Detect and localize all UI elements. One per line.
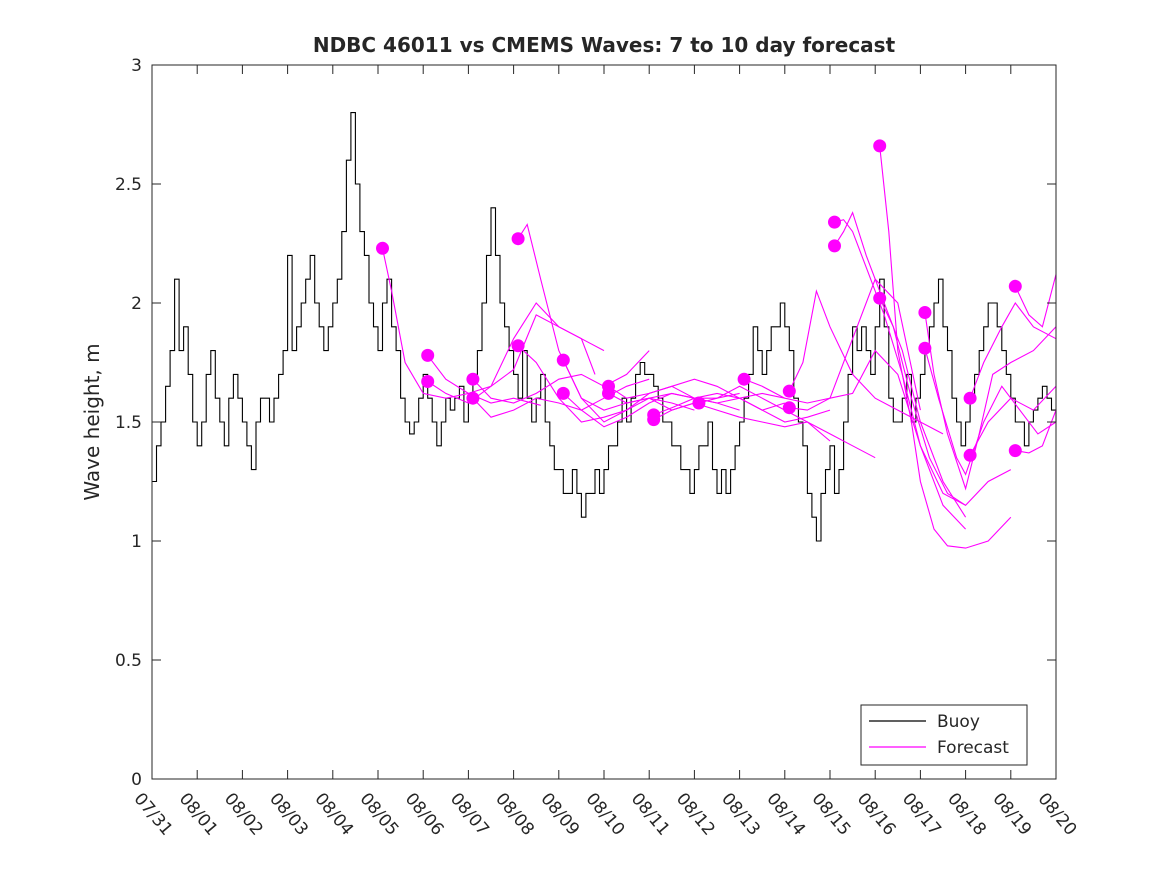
forecast-start-marker [556, 353, 570, 367]
forecast-start-marker [782, 401, 796, 415]
y-tick-label: 1.5 [115, 413, 142, 433]
forecast-series-line-25 [969, 385, 1057, 456]
legend-forecast-label: Forecast [937, 738, 1009, 758]
forecast-series-line-1 [381, 248, 541, 406]
y-tick-label: 0 [131, 770, 142, 790]
forecast-series-line-5 [472, 378, 650, 418]
buoy-series-line [152, 112, 1057, 542]
forecast-start-marker [376, 241, 389, 255]
forecast-start-marker [647, 413, 661, 427]
forecast-start-marker [692, 396, 706, 410]
forecast-start-marker [466, 391, 480, 405]
forecast-start-marker [873, 291, 887, 305]
forecast-start-marker [602, 386, 615, 400]
forecast-start-marker [511, 339, 525, 353]
forecast-start-marker [421, 348, 435, 362]
forecast-series-line-7 [517, 345, 695, 423]
y-axis-label: Wave height, m [80, 343, 104, 500]
forecast-start-marker [737, 372, 751, 386]
forecast-start-marker [1008, 279, 1022, 293]
forecast-series-line-24 [969, 302, 1057, 399]
forecast-start-marker [466, 372, 480, 386]
chart-title: NDBC 46011 vs CMEMS Waves: 7 to 10 day f… [313, 33, 896, 57]
legend-box [860, 704, 1028, 766]
y-tick-label: 2.5 [115, 175, 142, 195]
plot-area [151, 64, 1057, 780]
forecast-start-marker [873, 139, 887, 153]
forecast-start-marker [782, 384, 796, 398]
y-tick-label: 0.5 [115, 651, 142, 671]
forecast-series-line-23 [924, 348, 1057, 476]
forecast-series-line-10 [608, 378, 785, 399]
forecast-start-marker [1008, 444, 1022, 458]
forecast-series-line-19 [834, 211, 967, 518]
forecast-series-line-21 [879, 297, 1012, 507]
y-tick-label: 3 [131, 56, 142, 76]
forecast-start-marker [963, 448, 977, 462]
forecast-start-marker [828, 215, 841, 229]
y-tick-label: 2 [131, 294, 142, 314]
y-tick-label: 1 [131, 532, 142, 552]
forecast-series-line-12 [653, 392, 831, 423]
forecast-series-line-4 [472, 350, 650, 404]
forecast-start-marker [421, 375, 435, 388]
forecast-series-line-18 [834, 219, 966, 530]
forecast-start-marker [556, 386, 570, 400]
forecast-series-line-3 [427, 302, 596, 404]
forecast-start-marker [918, 341, 932, 355]
forecast-series-line-27 [1015, 409, 1057, 454]
forecast-start-marker [963, 391, 977, 405]
legend: Buoy Forecast [860, 704, 1028, 766]
forecast-series-line-20 [879, 145, 1012, 549]
forecast-series-line-6 [517, 223, 695, 411]
forecast-start-marker [511, 232, 525, 246]
forecast-start-marker [918, 306, 932, 319]
legend-buoy-label: Buoy [937, 712, 980, 732]
forecast-start-marker [828, 239, 841, 253]
forecast-series-line-26 [1014, 274, 1057, 328]
forecast-series-line-13 [653, 402, 831, 442]
forecast-series-line-17 [789, 349, 966, 506]
forecast-series-line-15 [743, 278, 921, 411]
